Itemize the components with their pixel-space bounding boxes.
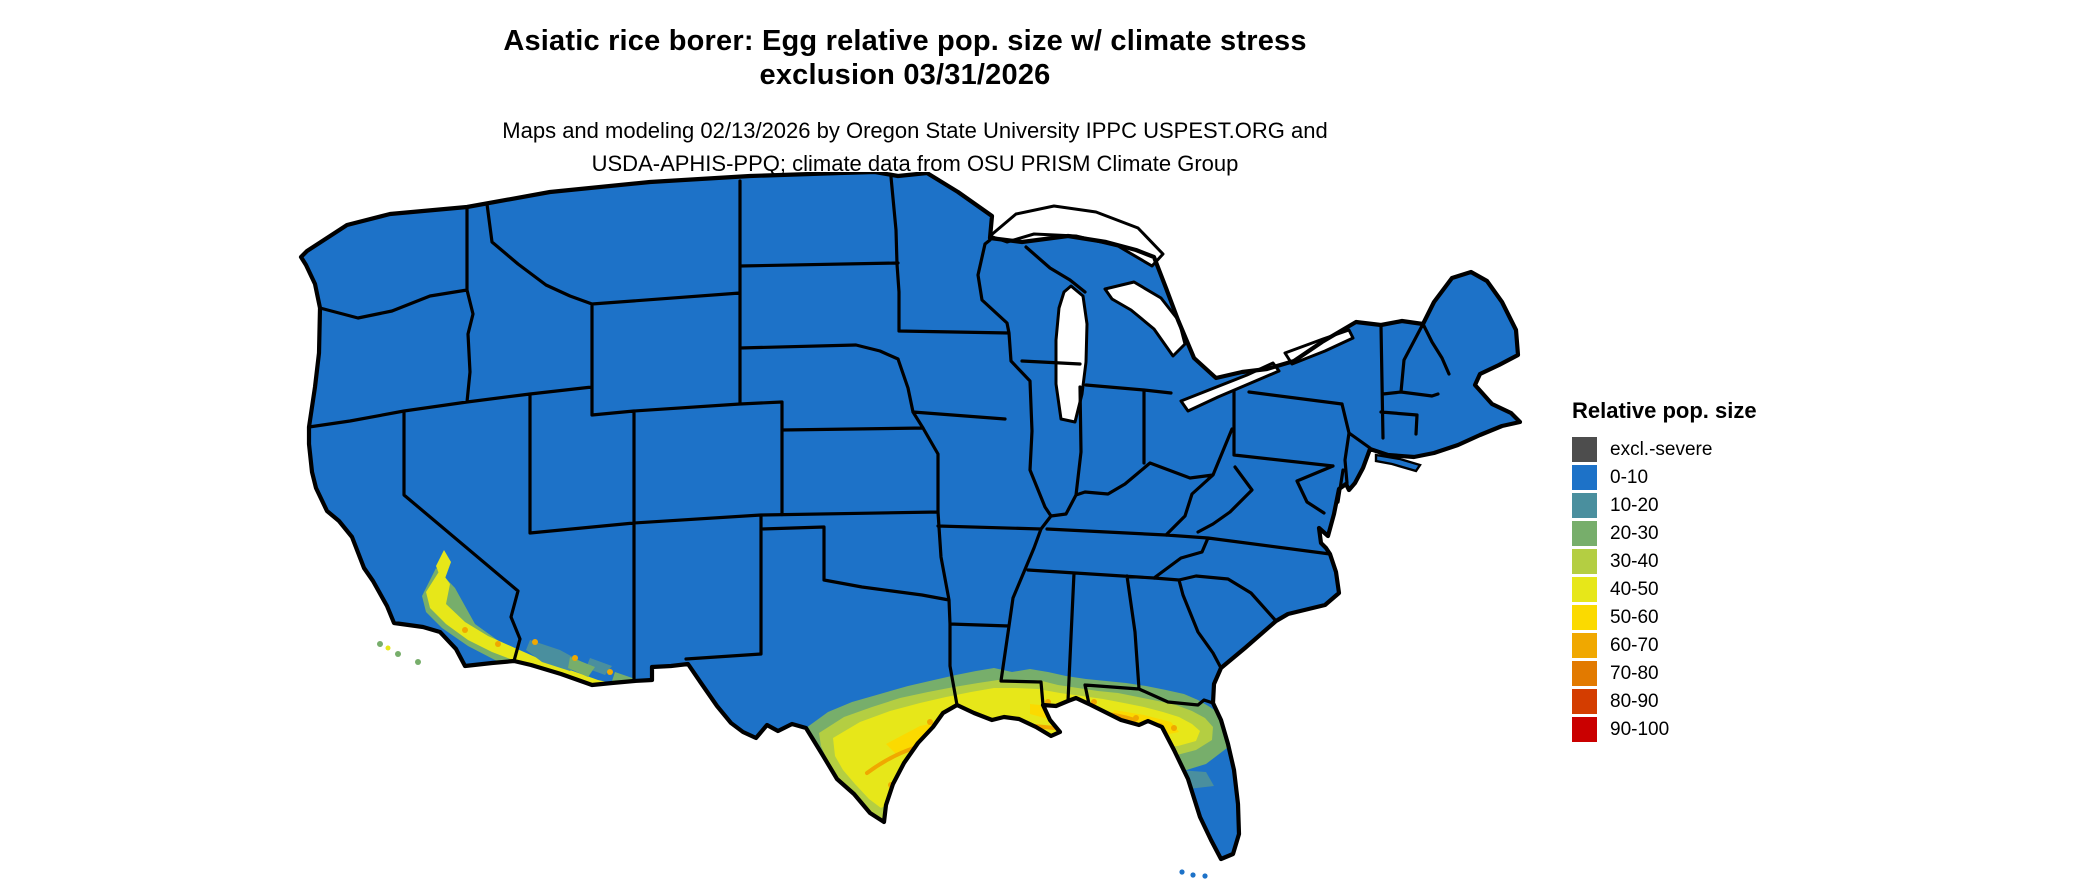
legend-swatch xyxy=(1572,493,1597,518)
florida-keys xyxy=(1179,869,1208,879)
lake-huron xyxy=(1103,280,1187,358)
legend-label: excl.-severe xyxy=(1610,438,1713,460)
legend-swatch xyxy=(1572,465,1597,490)
legend-label: 30-40 xyxy=(1610,550,1659,572)
map-region-az-10-20b xyxy=(586,658,612,675)
legend-label: 0-10 xyxy=(1610,466,1649,488)
legend-row: 10-20 xyxy=(1572,493,1832,518)
page-subtitle: Maps and modeling 02/13/2026 by Oregon S… xyxy=(0,114,1830,180)
legend-title: Relative pop. size xyxy=(1572,398,1757,423)
legend-row: 70-80 xyxy=(1572,661,1832,686)
legend-swatch xyxy=(1572,549,1597,574)
legend-label: 70-80 xyxy=(1610,662,1659,684)
legend-swatch xyxy=(1572,717,1597,742)
legend-swatch xyxy=(1572,521,1597,546)
legend-row: 0-10 xyxy=(1572,465,1832,490)
legend-label: 40-50 xyxy=(1610,578,1659,600)
legend-row: 20-30 xyxy=(1572,521,1832,546)
legend-row: 40-50 xyxy=(1572,577,1832,602)
legend-label: 80-90 xyxy=(1610,690,1659,712)
map-region-az-20-30a xyxy=(568,657,595,677)
map-region-az-10-20a xyxy=(526,640,582,671)
legend-label: 60-70 xyxy=(1610,634,1659,656)
map-region-channel-islands xyxy=(377,641,421,665)
legend-swatch xyxy=(1572,689,1597,714)
legend-row: 50-60 xyxy=(1572,605,1832,630)
legend-label: 20-30 xyxy=(1610,522,1659,544)
legend-row: 80-90 xyxy=(1572,689,1832,714)
map-region-socal-az-60-70-specks xyxy=(462,627,613,675)
legend-row: 90-100 xyxy=(1572,717,1832,742)
legend-label: 50-60 xyxy=(1610,606,1659,628)
title-line-2: exclusion 03/31/2026 xyxy=(759,59,1051,91)
legend-swatch xyxy=(1572,661,1597,686)
us-map-canvas xyxy=(230,172,1530,879)
legend-row: excl.-severe xyxy=(1572,437,1832,462)
long-island xyxy=(1374,453,1422,473)
map-region-central-valley-40-50 xyxy=(436,550,451,584)
state-borders xyxy=(307,175,1451,707)
legend-rows: excl.-severe 0-10 10-20 20-30 30-40 40-50 50-6… xyxy=(1572,437,1832,742)
legend-swatch xyxy=(1572,605,1597,630)
subtitle-line-1: Maps and modeling 02/13/2026 by Oregon S… xyxy=(502,118,1328,143)
legend-label: 90-100 xyxy=(1610,718,1670,740)
subtitle-line-2: USDA-APHIS-PPQ; climate data from OSU PR… xyxy=(591,151,1239,176)
map-region-south-texas-tip-0-10 xyxy=(809,809,882,859)
title-line-1: Asiatic rice borer: Egg relative pop. si… xyxy=(503,25,1307,57)
page-title: Asiatic rice borer: Egg relative pop. si… xyxy=(0,24,1810,92)
us-map xyxy=(230,172,1530,882)
legend-swatch xyxy=(1572,633,1597,658)
legend-row: 60-70 xyxy=(1572,633,1832,658)
legend-row: 30-40 xyxy=(1572,549,1832,574)
map-region-socal-az-40-50 xyxy=(426,570,658,700)
legend-swatch xyxy=(1572,577,1597,602)
legend: Relative pop. size excl.-severe 0-10 10-20… xyxy=(1572,398,1832,745)
legend-swatch xyxy=(1572,437,1597,462)
legend-label: 10-20 xyxy=(1610,494,1659,516)
lake-erie xyxy=(1179,361,1281,413)
